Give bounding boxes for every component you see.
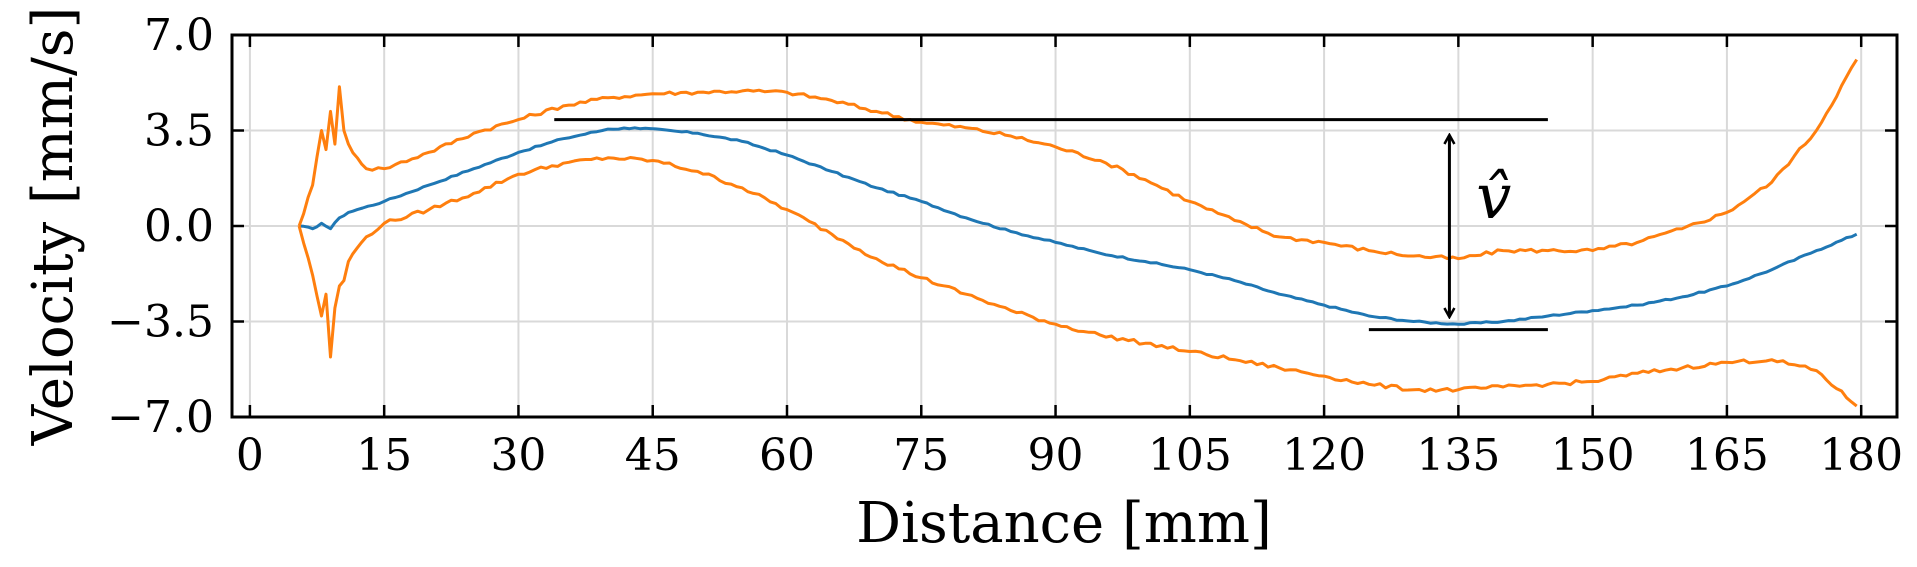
- grid: [232, 34, 1897, 418]
- x-tick-label: 180: [1819, 430, 1903, 481]
- x-tick-labels: 0 15 30 45 60 75 90 105 120 135 150 165 180: [236, 430, 1903, 481]
- x-tick-label: 75: [893, 430, 949, 481]
- y-tick-labels: −7.0 −3.5 0.0 3.5 7.0: [107, 10, 214, 443]
- x-tick-label: 0: [236, 430, 264, 481]
- x-tick-label: 30: [490, 430, 546, 481]
- amplitude-label: v̂: [1476, 160, 1511, 233]
- x-tick-label: 90: [1028, 430, 1084, 481]
- series-line-1: [299, 126, 1858, 326]
- x-tick-label: 165: [1685, 430, 1769, 481]
- y-axis-title: Velocity [mm/s]: [21, 7, 86, 447]
- x-tick-label: 150: [1551, 430, 1635, 481]
- y-tick-label: 3.5: [144, 106, 214, 157]
- y-tick-label: −7.0: [107, 392, 214, 443]
- y-tick-label: 0.0: [144, 201, 214, 252]
- x-tick-label: 105: [1148, 430, 1232, 481]
- y-tick-label: −3.5: [107, 297, 214, 348]
- x-tick-label: 45: [625, 430, 681, 481]
- x-axis-title: Distance [mm]: [856, 491, 1272, 556]
- axis-ticks: [232, 33, 1897, 419]
- x-tick-label: 120: [1282, 430, 1366, 481]
- series-line-2: [297, 58, 1858, 261]
- y-tick-label: 7.0: [144, 10, 214, 61]
- annotations: v̂: [554, 118, 1548, 332]
- series-group: [297, 58, 1858, 408]
- x-tick-label: 60: [759, 430, 815, 481]
- series-line-3: [297, 156, 1858, 408]
- x-tick-label: 15: [356, 430, 412, 481]
- x-tick-label: 135: [1416, 430, 1500, 481]
